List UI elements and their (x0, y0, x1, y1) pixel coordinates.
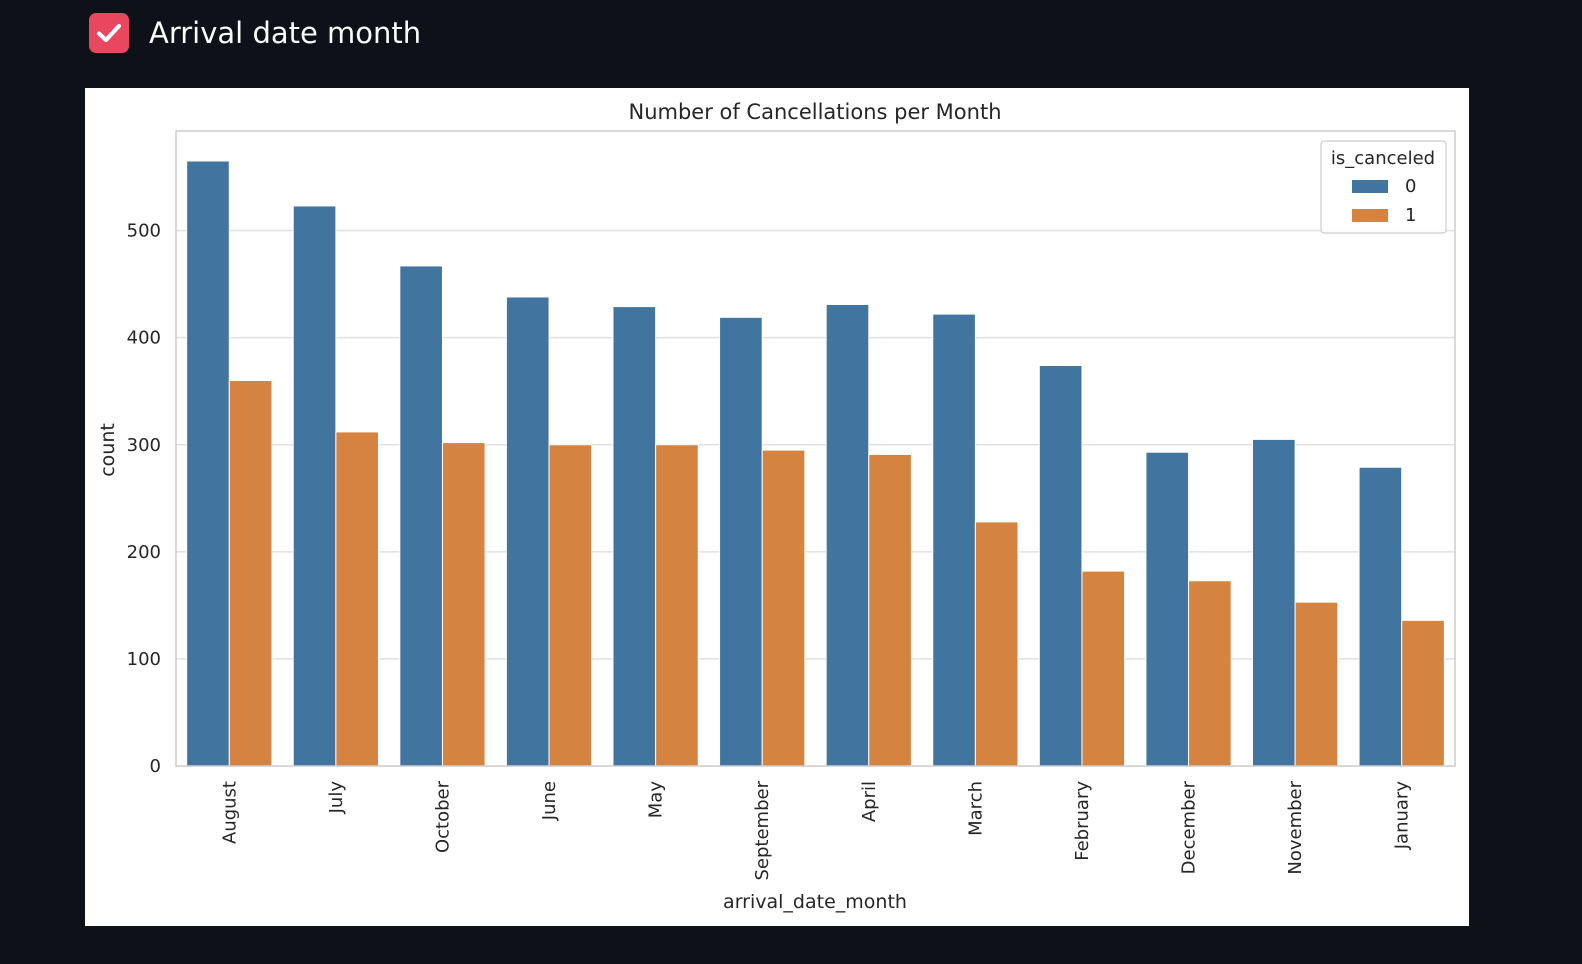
bar-june-series-0 (505, 296, 550, 767)
y-tick-labels: 0 100 200 300 400 500 (127, 221, 161, 777)
bar-january-series-1 (1401, 619, 1445, 767)
bar-february-series-0 (1038, 365, 1083, 767)
bar-february-series-1 (1081, 570, 1126, 767)
bar-march-series-1 (974, 521, 1019, 767)
bar-chart: Number of Cancellations per Month 0 100 20… (97, 100, 1456, 913)
bar-april-series-0 (825, 303, 870, 767)
bar-may-series-0 (612, 306, 657, 767)
gridlines (176, 229, 1455, 660)
legend-title: is_canceled (1331, 148, 1435, 169)
checkbox-checked-indicator[interactable] (89, 13, 129, 53)
bar-september-series-1 (761, 449, 806, 767)
y-tick-label: 200 (127, 542, 161, 563)
bar-april-series-1 (868, 453, 912, 767)
x-tick-label: August (219, 781, 240, 844)
bar-june-series-1 (548, 444, 593, 767)
y-tick-label: 400 (127, 328, 161, 349)
bar-may-series-1 (655, 444, 699, 767)
bar-september-series-0 (719, 316, 763, 767)
y-axis-label: count (97, 423, 119, 477)
bars (186, 160, 1445, 767)
x-tick-label: September (752, 780, 773, 880)
y-tick-label: 500 (127, 221, 161, 242)
x-tick-labels: August July October June May September April Ma… (219, 780, 1412, 880)
x-tick-label: May (646, 781, 667, 819)
x-tick-label: April (859, 781, 880, 822)
bar-november-series-0 (1251, 438, 1296, 767)
arrival-date-month-checkbox[interactable]: Arrival date month (89, 12, 421, 54)
bar-march-series-0 (932, 313, 976, 767)
bar-august-series-1 (228, 380, 273, 767)
bar-december-series-1 (1188, 580, 1232, 767)
legend: is_canceled 0 1 (1320, 140, 1447, 234)
bar-august-series-0 (186, 160, 230, 767)
x-tick-label: December (1179, 780, 1200, 874)
bar-july-series-0 (292, 205, 337, 767)
bar-january-series-0 (1358, 466, 1403, 767)
bar-october-series-0 (399, 265, 443, 767)
x-tick-label: February (1072, 781, 1093, 861)
y-tick-label: 100 (127, 649, 161, 670)
x-axis-label: arrival_date_month (723, 891, 907, 913)
plot-frame (175, 130, 1456, 767)
legend-label-1: 1 (1405, 205, 1416, 226)
bar-november-series-1 (1294, 601, 1339, 767)
legend-swatch-0 (1352, 180, 1388, 193)
y-tick-label: 300 (127, 435, 161, 456)
chart-title: Number of Cancellations per Month (628, 100, 1001, 124)
x-tick-label: July (326, 781, 347, 815)
checkmark-icon (96, 23, 122, 43)
legend-label-0: 0 (1405, 176, 1416, 197)
chart-panel: Number of Cancellations per Month 0 100 20… (85, 88, 1469, 926)
bar-october-series-1 (441, 442, 486, 767)
x-tick-label: March (965, 781, 986, 836)
legend-swatch-1 (1352, 209, 1388, 222)
y-tick-label: 0 (150, 756, 161, 777)
x-tick-label: June (539, 781, 560, 821)
bar-december-series-0 (1145, 451, 1190, 767)
bar-july-series-1 (335, 431, 380, 767)
x-tick-label: January (1392, 781, 1413, 851)
x-tick-label: October (432, 780, 453, 853)
x-tick-label: November (1285, 780, 1306, 874)
checkbox-label: Arrival date month (149, 16, 422, 50)
